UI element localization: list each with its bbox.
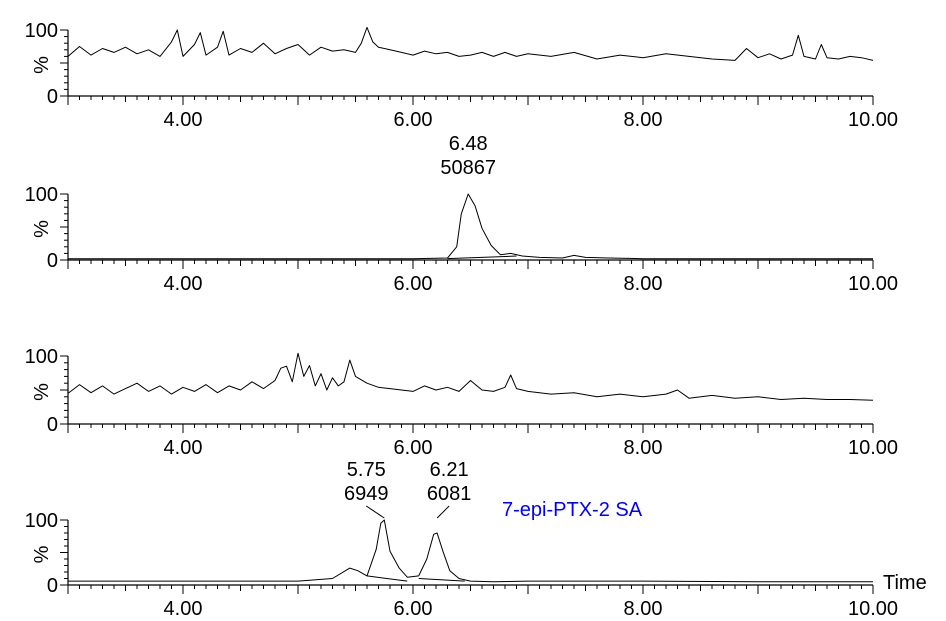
x-tick-label: 8.00 (624, 598, 663, 620)
peak-baseline (418, 578, 465, 582)
y-tick-label: 0 (47, 414, 58, 436)
chromatogram-panel-1: 4.00 6.00 8.00 10.00 0 100% (25, 20, 898, 131)
trace-line (68, 193, 873, 260)
y-tick-label: 100 (25, 346, 58, 368)
trace-line (67, 352, 874, 401)
y-tick-label: 0 (47, 575, 58, 597)
peak-area-label: 50867 (440, 157, 496, 179)
x-tick-label: 6.00 (394, 598, 433, 620)
x-tick-label: 8.00 (624, 437, 663, 459)
x-tick-label: 8.00 (624, 273, 663, 295)
peak-rt-label: 5.75 (347, 459, 386, 481)
peak-leader-line (365, 505, 385, 519)
trace-line (67, 26, 874, 61)
x-tick-label: 6.00 (394, 109, 433, 131)
x-tick-label: 4.00 (164, 273, 203, 295)
x-tick-label: 6.00 (394, 437, 433, 459)
y-axis-label: % (31, 220, 53, 238)
x-tick-label: 4.00 (164, 437, 203, 459)
peak-area-label: 6949 (344, 483, 389, 505)
x-tick-label: 10.00 (848, 598, 898, 620)
peak-baseline (366, 575, 408, 582)
x-axis-label: Time (883, 572, 927, 594)
x-tick-label: 8.00 (624, 109, 663, 131)
y-tick-label: 100 (25, 510, 58, 532)
x-tick-label: 10.00 (848, 437, 898, 459)
peak-rt-label: 6.48 (449, 133, 488, 155)
peak-baseline (447, 255, 517, 260)
peak-rt-label: 6.21 (430, 459, 469, 481)
x-tick-label: 10.00 (848, 273, 898, 295)
y-axis-label: % (31, 56, 53, 74)
y-tick-label: 100 (25, 20, 58, 42)
trace-line (68, 519, 873, 583)
y-tick-label: 100 (25, 184, 58, 206)
x-tick-label: 10.00 (848, 109, 898, 131)
y-tick-label: 0 (47, 86, 58, 108)
peak-area-label: 6081 (427, 483, 472, 505)
x-tick-label: 4.00 (164, 598, 203, 620)
y-axis-label: % (31, 545, 53, 563)
peak-leader-line (436, 505, 450, 519)
compound-label: 7-epi-PTX-2 SA (502, 499, 643, 521)
x-tick-label: 4.00 (164, 109, 203, 131)
x-tick-label: 6.00 (394, 273, 433, 295)
y-axis-label: % (31, 383, 53, 401)
y-tick-label: 0 (47, 250, 58, 272)
chromatogram-panel-3: 4.00 6.00 8.00 10.00 0 100% (25, 346, 898, 459)
